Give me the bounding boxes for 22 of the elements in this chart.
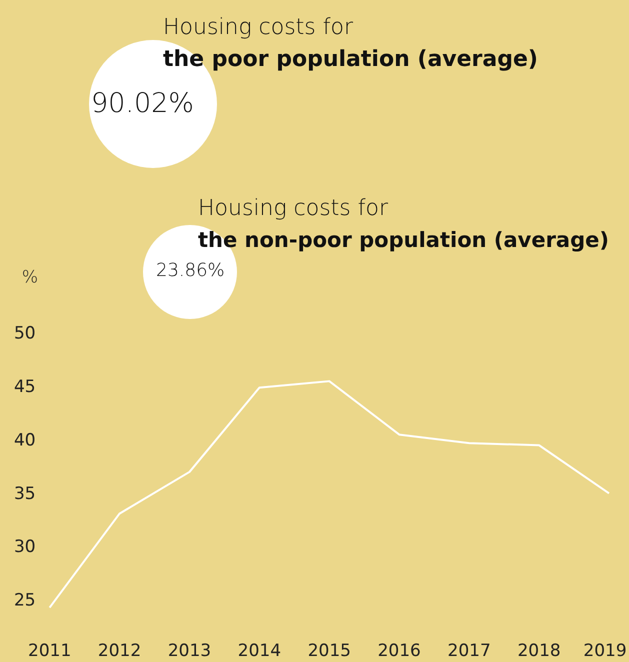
y-tick-label: 25 xyxy=(14,590,36,611)
x-tick-label: 2017 xyxy=(448,641,491,661)
annotation: Housing costs for xyxy=(163,15,354,40)
annotation: 90.02% xyxy=(91,88,194,119)
annotation: the poor population (average) xyxy=(163,47,538,72)
y-tick-label: 45 xyxy=(14,377,36,398)
x-tick-label: 2016 xyxy=(378,641,421,661)
annotation: the non-poor population (average) xyxy=(198,228,609,252)
x-tick-label: 2018 xyxy=(517,641,561,661)
x-tick-label: 2015 xyxy=(308,641,351,661)
annotation: 23.86% xyxy=(156,260,225,281)
y-tick-label: 50 xyxy=(14,324,36,344)
x-tick-label: 2014 xyxy=(238,641,282,661)
x-tick-label: 2013 xyxy=(168,641,212,661)
y-tick-label: 30 xyxy=(14,537,36,558)
x-tick-label: 2011 xyxy=(28,641,72,661)
y-axis-title: % xyxy=(22,268,38,288)
x-tick-label: 2019 xyxy=(583,641,627,661)
x-tick-label: 2012 xyxy=(98,641,142,661)
y-tick-label: 35 xyxy=(14,484,36,504)
annotation: Housing costs for xyxy=(198,196,388,222)
y-tick-label: 40 xyxy=(14,430,36,450)
